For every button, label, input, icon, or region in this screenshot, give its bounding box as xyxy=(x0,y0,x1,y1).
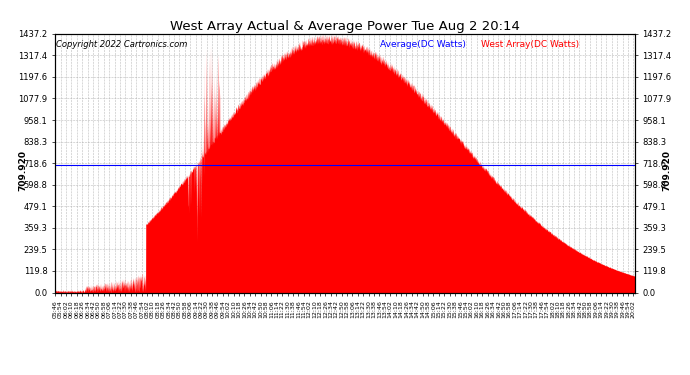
Title: West Array Actual & Average Power Tue Aug 2 20:14: West Array Actual & Average Power Tue Au… xyxy=(170,20,520,33)
Text: Average(DC Watts): Average(DC Watts) xyxy=(380,40,466,49)
Text: Copyright 2022 Cartronics.com: Copyright 2022 Cartronics.com xyxy=(57,40,188,49)
Text: 709.920: 709.920 xyxy=(19,150,28,191)
Text: West Array(DC Watts): West Array(DC Watts) xyxy=(481,40,580,49)
Text: 709.920: 709.920 xyxy=(662,150,671,191)
